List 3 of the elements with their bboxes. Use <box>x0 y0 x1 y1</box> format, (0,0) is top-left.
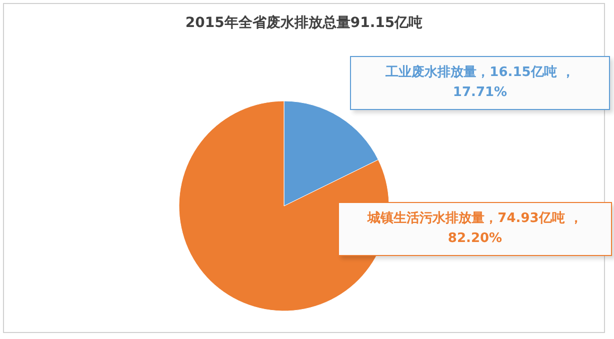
slice-label: 工业废水排放量，16.15亿吨 ， 17.71% <box>384 64 576 102</box>
chart-title: 2015年全省废水排放总量91.15亿吨 <box>185 14 423 31</box>
slice-label: 城镇生活污水排放量，74.93亿吨 ， 82.20% <box>366 210 584 248</box>
